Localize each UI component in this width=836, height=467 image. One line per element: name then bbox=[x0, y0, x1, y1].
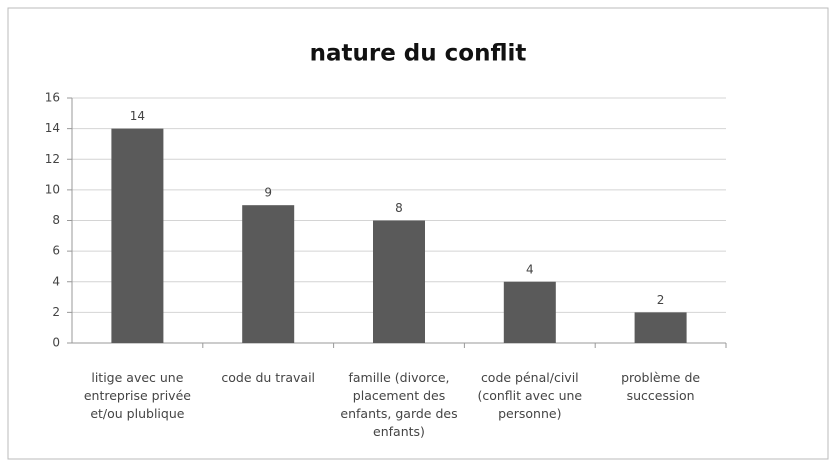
chart-title: nature du conflit bbox=[310, 41, 527, 67]
data-label: 9 bbox=[264, 186, 272, 200]
x-tick-label: famille (divorce, placement des enfants,… bbox=[340, 370, 458, 439]
y-tick-label: 2 bbox=[52, 305, 60, 319]
y-tick-label: 12 bbox=[45, 152, 60, 166]
data-label: 2 bbox=[657, 293, 665, 307]
data-label: 4 bbox=[526, 262, 534, 276]
bar bbox=[242, 205, 295, 343]
y-tick-label: 0 bbox=[52, 336, 60, 350]
bar bbox=[373, 220, 425, 343]
y-tick-label: 14 bbox=[45, 121, 60, 135]
x-tick-label: code pénal/civil (conflit avec une perso… bbox=[477, 370, 583, 421]
bar bbox=[634, 312, 687, 343]
bar bbox=[111, 128, 164, 343]
x-tick-label: problème de succession bbox=[621, 370, 701, 403]
y-tick-label: 16 bbox=[45, 91, 60, 105]
x-tick-label: code du travail bbox=[221, 370, 316, 385]
y-tick-label: 8 bbox=[52, 213, 60, 227]
y-tick-label: 10 bbox=[45, 182, 60, 196]
x-tick-label: litige avec une entreprise privée et/ou … bbox=[83, 370, 191, 421]
y-tick-label: 6 bbox=[52, 244, 60, 258]
data-label: 8 bbox=[395, 201, 403, 215]
y-tick-label: 4 bbox=[52, 274, 60, 288]
bar bbox=[503, 281, 556, 343]
data-label: 14 bbox=[130, 109, 145, 123]
